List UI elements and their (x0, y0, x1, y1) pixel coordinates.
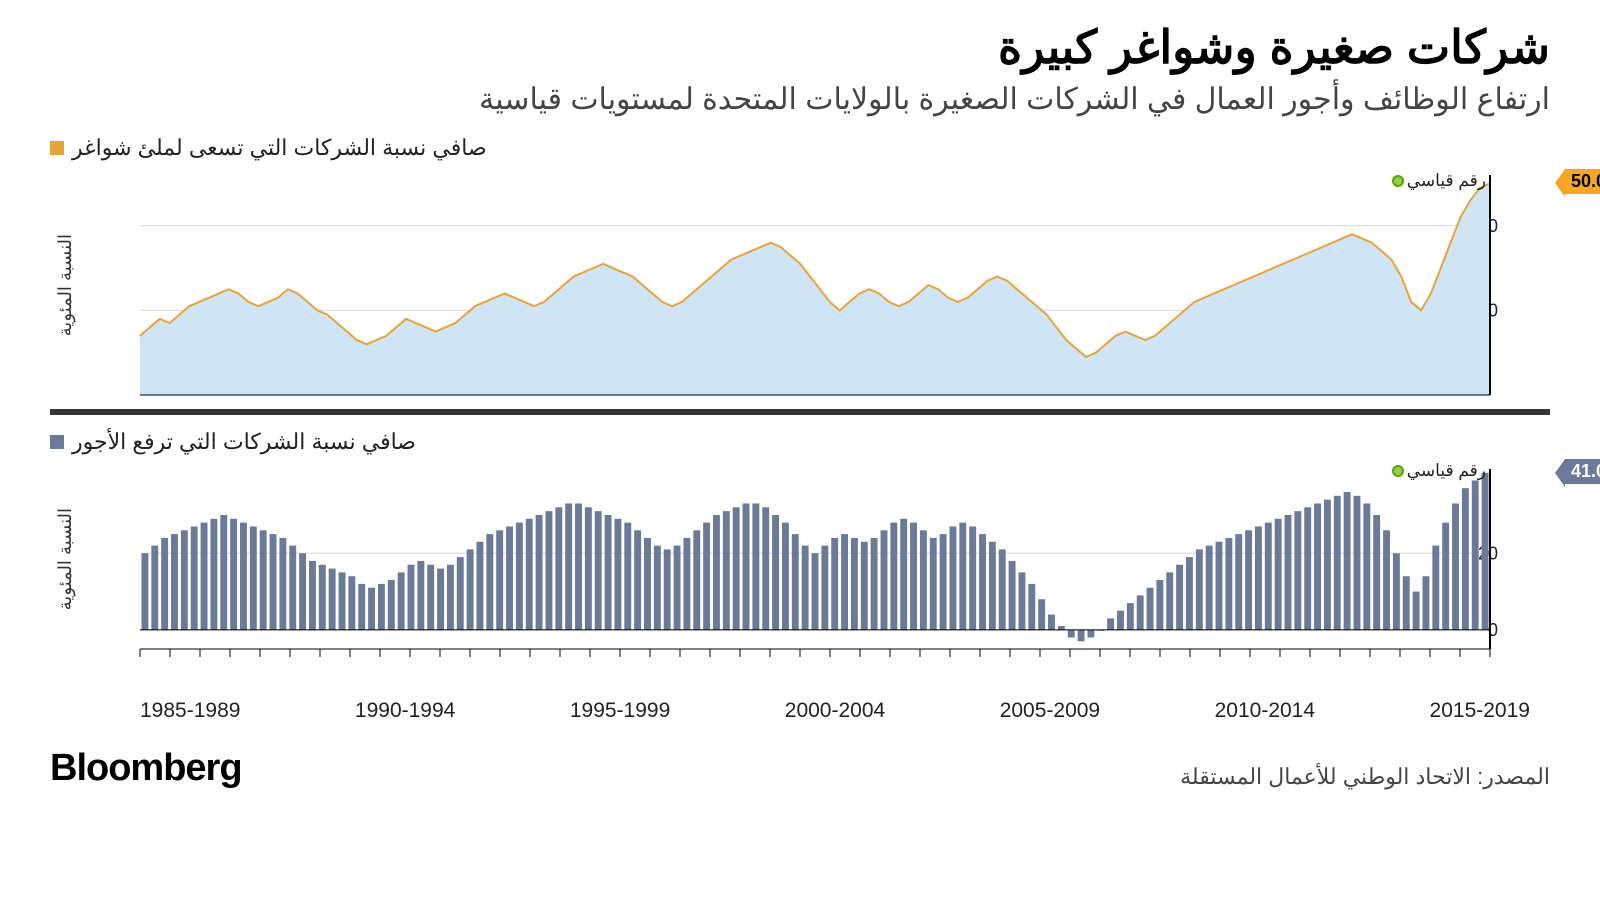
bottom-record-text: رقم قياسي (1407, 461, 1486, 481)
top-ylabel: النسبة المئوية (50, 234, 80, 336)
bottom-ylabel: النسبة المئوية (50, 508, 80, 610)
bottom-chart: النسبة المئوية 020 41.0 رقم قياسي (50, 459, 1550, 659)
xaxis-label: 1995-1999 (570, 699, 670, 723)
top-flag-value: 50.0 (1571, 171, 1600, 192)
bottom-legend: صافي نسبة الشركات التي ترفع الأجور (50, 429, 1550, 455)
top-chart: النسبة المئوية 2040 50.0 رقم قياسي (50, 165, 1550, 405)
top-chart-svg: 2040 (130, 165, 1550, 405)
record-marker-icon (1392, 175, 1404, 187)
top-legend-label: صافي نسبة الشركات التي تسعى لملئ شواغر (72, 135, 487, 161)
xaxis-label: 1985-1989 (140, 699, 240, 723)
top-legend: صافي نسبة الشركات التي تسعى لملئ شواغر (50, 135, 1550, 161)
chart-divider (50, 409, 1550, 415)
brand-logo: Bloomberg (50, 747, 242, 790)
top-flag: 50.0 (1565, 169, 1600, 194)
bottom-legend-swatch (50, 435, 64, 449)
top-record-label: رقم قياسي (1392, 171, 1486, 191)
record-marker-icon (1392, 465, 1404, 477)
xaxis-labels: 1985-1989 1990-1994 1995-1999 2000-2004 2005… (50, 659, 1550, 723)
xaxis-label: 2000-2004 (785, 699, 885, 723)
chart-subtitle: ارتفاع الوظائف وأجور العمال في الشركات ا… (50, 82, 1550, 117)
footer: المصدر: الاتحاد الوطني للأعمال المستقلة … (50, 747, 1550, 790)
bottom-record-label: رقم قياسي (1392, 461, 1486, 481)
top-legend-swatch (50, 141, 64, 155)
xaxis-label: 2005-2009 (1000, 699, 1100, 723)
bottom-flag-value: 41.0 (1571, 461, 1600, 482)
bottom-legend-label: صافي نسبة الشركات التي ترفع الأجور (72, 429, 416, 455)
xaxis-label: 2010-2014 (1215, 699, 1315, 723)
source-text: المصدر: الاتحاد الوطني للأعمال المستقلة (1180, 764, 1550, 790)
bottom-chart-svg: 020 (130, 459, 1550, 659)
top-record-text: رقم قياسي (1407, 171, 1486, 191)
xaxis-label: 1990-1994 (355, 699, 455, 723)
xaxis-label: 2015-2019 (1430, 699, 1530, 723)
chart-title: شركات صغيرة وشواغر كبيرة (50, 20, 1550, 74)
bottom-flag: 41.0 (1565, 459, 1600, 484)
